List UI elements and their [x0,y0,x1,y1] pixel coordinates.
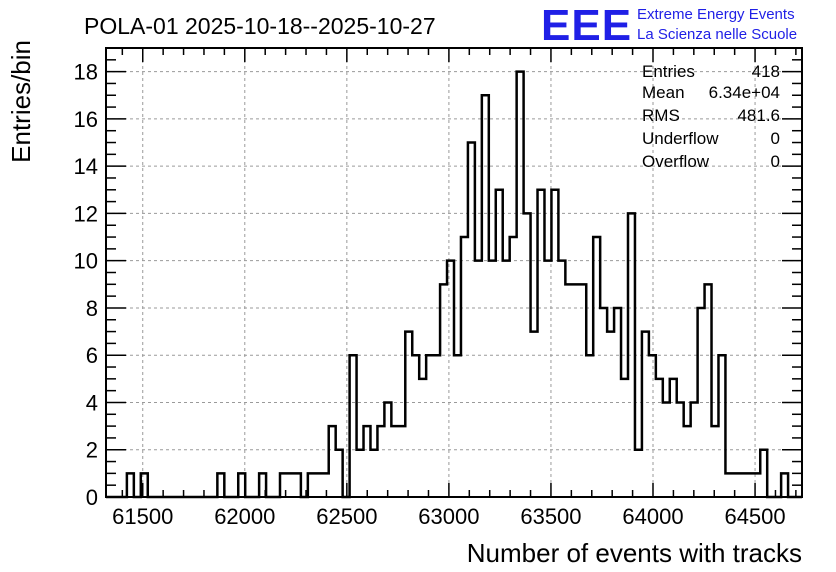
y-tick-labels: 0 2 4 6 8 10 12 14 16 18 [74,60,98,510]
stats-entries-value: 418 [752,62,780,81]
x-tick-label: 61500 [112,504,173,529]
stats-box: Entries 418 Mean 6.34e+04 RMS 481.6 Unde… [642,62,780,171]
x-tick-label: 64500 [724,504,785,529]
y-tick-label: 12 [74,201,98,226]
stats-underflow-label: Underflow [642,129,719,148]
axis-ticks [106,47,802,498]
x-tick-label: 62000 [214,504,275,529]
chart-title: POLA-01 2025-10-18--2025-10-27 [84,13,436,39]
stats-mean-label: Mean [642,83,685,102]
x-tick-label: 64000 [622,504,683,529]
y-tick-label: 2 [86,438,98,463]
y-axis-label: Entries/bin [6,40,36,163]
y-tick-label: 16 [74,107,98,132]
stats-mean-value: 6.34e+04 [709,83,780,102]
stats-overflow-value: 0 [771,152,780,171]
y-tick-label: 18 [74,60,98,85]
eee-logo-mark: EEE [541,1,632,50]
stats-rms-value: 481.6 [737,106,780,125]
y-tick-label: 0 [86,485,98,510]
x-axis-label: Number of events with tracks [467,538,802,568]
y-tick-label: 10 [74,249,98,274]
x-tick-label: 62500 [316,504,377,529]
x-tick-label: 63500 [520,504,581,529]
y-tick-label: 6 [86,343,98,368]
stats-underflow-value: 0 [771,129,780,148]
y-tick-label: 4 [86,390,98,415]
eee-logo-line1: Extreme Energy Events [637,6,795,23]
x-tick-label: 63000 [418,504,479,529]
y-tick-label: 14 [74,154,98,179]
stats-overflow-label: Overflow [642,152,710,171]
x-tick-labels: 61500 62000 62500 63000 63500 64000 64500 [112,504,786,529]
stats-rms-label: RMS [642,106,680,125]
eee-logo-line2: La Scienza nelle Scuole [637,26,797,43]
stats-entries-label: Entries [642,62,695,81]
y-tick-label: 8 [86,296,98,321]
eee-logo: EEE Extreme Energy Events La Scienza nel… [541,1,797,50]
